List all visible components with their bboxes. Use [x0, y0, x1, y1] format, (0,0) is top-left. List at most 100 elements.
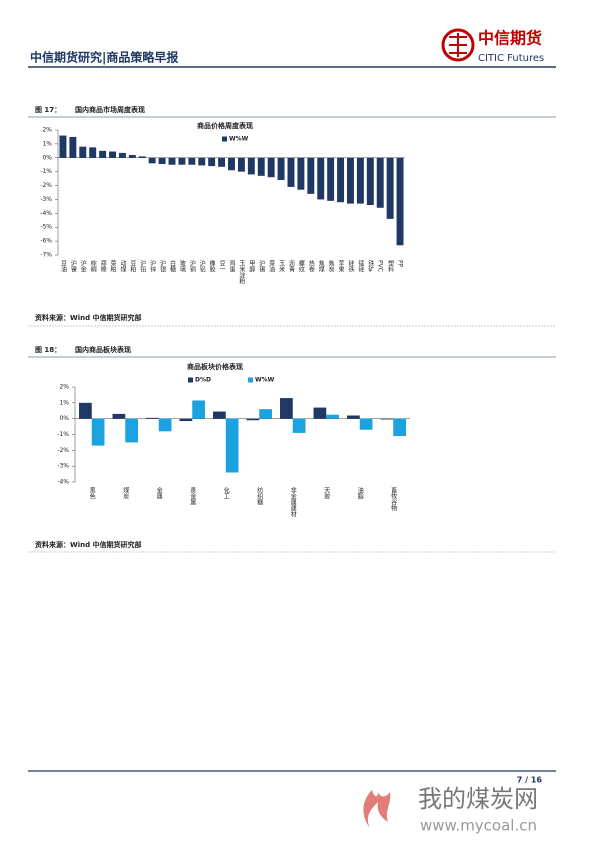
bar: [79, 146, 87, 158]
bar: [168, 157, 176, 165]
x-tick-label: 沪锌: [149, 259, 156, 273]
bar: [198, 157, 206, 166]
page-number: 7 / 16: [517, 776, 543, 785]
x-tick-label: 玉米淀粉: [238, 260, 245, 285]
x-tick-label: 热卷: [307, 259, 314, 272]
x-tick-label: 玻璃: [178, 259, 185, 273]
bar: [259, 409, 272, 419]
bar: [158, 418, 172, 432]
x-tick-label: 豆油: [59, 260, 66, 273]
bar: [326, 414, 339, 419]
legend-swatch: [248, 377, 253, 383]
x-tick-label: 铁矿: [367, 259, 374, 273]
figure-number: 图 17：: [35, 105, 61, 114]
bar: [280, 398, 293, 419]
bar: [356, 157, 364, 204]
y-tick-label: -1%: [57, 431, 69, 438]
figure-caption: 国内商品板块表现: [75, 345, 131, 354]
figure-source: 资料来源：Wind 中信期货研究部: [35, 313, 142, 322]
bar: [158, 157, 166, 165]
y-tick-label: 2%: [42, 127, 52, 134]
bar: [313, 407, 327, 419]
bar: [376, 157, 384, 208]
y-tick-label: -5%: [40, 224, 52, 231]
y-tick-label: -4%: [40, 210, 52, 217]
bar: [179, 418, 193, 422]
x-tick-label: 硅铁: [347, 259, 354, 273]
y-tick-label: -1%: [40, 168, 52, 175]
bar: [99, 150, 107, 158]
x-tick-label: 沪铝: [198, 259, 205, 273]
y-tick-label: -3%: [40, 196, 52, 203]
bar: [337, 157, 345, 203]
x-tick-label: 菜油: [268, 259, 275, 273]
legend-label: D%D: [195, 377, 211, 384]
x-tick-label: 沪镍: [69, 259, 76, 273]
bar: [267, 157, 275, 178]
logo-mark: [449, 33, 467, 57]
x-tick-label: 玉米: [278, 260, 285, 273]
x-tick-label: 郑棉: [99, 259, 106, 273]
chart-title: 商品板块价格表现: [187, 362, 243, 371]
bar: [208, 157, 216, 167]
bar: [59, 135, 67, 158]
header-title: 中信期货研究|商品策略早报: [30, 50, 178, 65]
y-tick-label: 2%: [59, 384, 69, 391]
y-tick-label: 1%: [59, 399, 69, 406]
bar: [386, 157, 394, 219]
x-tick-label: 焦煤: [317, 259, 324, 273]
bar: [138, 156, 146, 158]
x-tick-label: PVC: [377, 260, 384, 272]
x-tick-label: 焦炭: [327, 259, 334, 273]
figure-caption: 国内商品市场周度表现: [75, 105, 145, 114]
x-tick-label: 苹果: [337, 259, 344, 273]
x-tick-label: 沪锡: [258, 259, 265, 273]
bar: [148, 157, 156, 164]
x-tick-label: 油脂: [356, 486, 363, 500]
logo-mark: [441, 28, 475, 62]
bar: [188, 157, 196, 165]
bar: [287, 157, 295, 187]
bar: [292, 418, 306, 433]
x-tick-label: 天胶: [323, 487, 330, 500]
bar: [277, 157, 285, 180]
legend-swatch: [222, 136, 227, 142]
chart-title: 商品价格周度表现: [197, 121, 253, 130]
bar: [246, 418, 260, 421]
x-tick-label: 纺织糖: [256, 486, 263, 506]
bar: [228, 157, 235, 171]
bar: [396, 157, 404, 246]
x-tick-label: 畜牧谷物: [390, 486, 397, 512]
x-tick-label: 金属: [155, 486, 162, 500]
logo-cn: 中信期货: [478, 29, 542, 48]
y-tick-label: 0%: [59, 415, 69, 422]
x-tick-label: 非金属建材: [289, 486, 296, 517]
x-tick-label: 沪铜: [188, 259, 195, 273]
y-tick-label: -4%: [57, 479, 69, 486]
bar: [225, 418, 239, 473]
logo-en: CITIC Futures: [478, 53, 544, 64]
bar: [237, 157, 245, 172]
bar: [128, 155, 136, 158]
x-tick-label: 贵金属: [189, 486, 196, 506]
bar: [79, 402, 92, 419]
x-tick-label: 煤炭: [122, 486, 129, 500]
x-tick-label: 沪铅: [139, 259, 146, 273]
bar: [347, 157, 354, 204]
x-tick-label: 鸡蛋: [228, 259, 235, 273]
bar: [218, 157, 226, 167]
x-tick-label: PP: [397, 260, 404, 268]
bar: [89, 147, 97, 158]
x-tick-label: 橡胶: [208, 259, 215, 273]
bar: [380, 418, 394, 420]
y-tick-label: -3%: [57, 463, 69, 470]
watermark-url: www.mycoal.cn: [420, 817, 537, 835]
x-tick-label: 沥青: [287, 259, 294, 273]
legend-label: W%W: [229, 136, 249, 143]
x-tick-label: 锰硅: [357, 259, 364, 272]
x-tick-label: 螺纹: [297, 259, 304, 273]
bar: [247, 157, 255, 175]
bar: [91, 418, 105, 446]
y-tick-label: -2%: [40, 182, 52, 189]
